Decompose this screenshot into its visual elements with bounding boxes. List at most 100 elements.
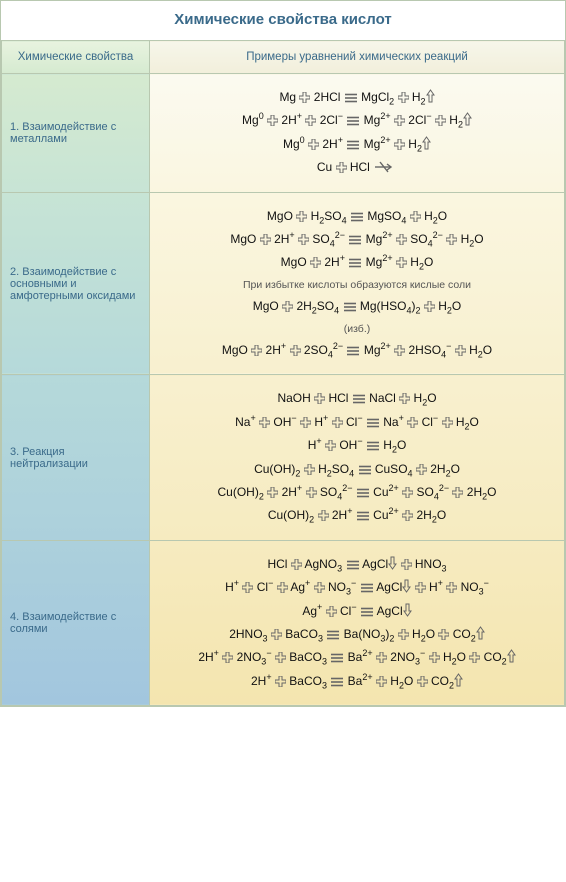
equals-icon — [360, 604, 374, 618]
plus-icon — [271, 627, 282, 641]
header-right: Примеры уравнений химических реакций — [150, 41, 565, 74]
plus-icon — [314, 391, 325, 405]
plus-icon — [305, 113, 316, 127]
chem-term: 2Cl− — [320, 113, 343, 127]
plus-icon — [398, 90, 409, 104]
chem-term: BaCO3 — [289, 674, 327, 688]
equals-icon — [366, 415, 380, 429]
equation-line: Cu(OH)2 2H+ SO42− Cu2+ SO42− 2H2O — [158, 481, 556, 504]
chem-term: Cu2+ — [373, 485, 399, 499]
table-row: 2. Взаимодействие с основными и амфотерн… — [2, 192, 565, 375]
down-arrow-icon — [403, 604, 412, 618]
plus-icon — [398, 627, 409, 641]
chem-term: Mg2+ — [364, 343, 391, 357]
chem-term: 2HNO3 — [229, 627, 267, 641]
equation-line: MgO 2H+ Mg2+ H2O — [158, 251, 556, 274]
plus-icon — [402, 508, 413, 522]
equals-icon — [366, 438, 380, 452]
chem-term: Cl− — [346, 415, 363, 429]
chem-term: H2O — [438, 299, 461, 313]
chem-term: H2SO4 — [318, 462, 354, 476]
chem-term: H2O — [390, 674, 413, 688]
plus-icon — [326, 604, 337, 618]
equation-line: MgO 2H+ SO42− Mg2+ SO42− H2O — [158, 228, 556, 251]
up-arrow-icon — [426, 90, 435, 104]
chem-term: AgNO3 — [304, 557, 342, 571]
plus-icon — [291, 557, 302, 571]
noreact-icon — [373, 160, 397, 174]
chem-term: Cl− — [257, 580, 274, 594]
plus-icon — [222, 650, 233, 664]
chem-term: H2SO4 — [311, 209, 347, 223]
equals-icon — [358, 462, 372, 476]
equation-line: Na+ OH− H+ Cl− Na+ Cl− H2O — [158, 411, 556, 434]
table-row: 4. Взаимодействие с солямиHCl AgNO3 AgCl… — [2, 540, 565, 705]
equals-icon — [348, 255, 362, 269]
plus-icon — [318, 508, 329, 522]
plus-icon — [396, 255, 407, 269]
chem-term: Cu(OH)2 — [254, 462, 300, 476]
equals-icon — [330, 650, 344, 664]
equation-note: При избытке кислоты образуются кислые со… — [158, 275, 556, 295]
equals-icon — [352, 391, 366, 405]
chem-term: SO42− — [320, 485, 353, 499]
chem-term: 2H+ — [332, 508, 353, 522]
chem-term: 2H+ — [322, 137, 343, 151]
plus-icon — [442, 415, 453, 429]
up-arrow-icon — [422, 137, 431, 151]
chem-term: NO3− — [328, 580, 356, 594]
plus-icon — [251, 343, 262, 357]
plus-icon — [394, 113, 405, 127]
plus-icon — [396, 232, 407, 246]
chem-term: 2H+ — [251, 674, 272, 688]
down-arrow-icon — [388, 557, 397, 571]
chem-term: Ag+ — [302, 604, 322, 618]
plus-icon — [401, 557, 412, 571]
plus-icon — [446, 232, 457, 246]
plus-icon — [259, 415, 270, 429]
equals-icon — [348, 232, 362, 246]
chem-term: BaCO3 — [285, 627, 323, 641]
chem-term: HNO3 — [415, 557, 447, 571]
chem-term: Mg(HSO4)2 — [360, 299, 421, 313]
equation-line: MgO H2SO4 MgSO4 H2O — [158, 205, 556, 228]
chem-term: CO2 — [431, 674, 454, 688]
plus-icon — [438, 627, 449, 641]
chem-term: AgCl — [376, 580, 402, 594]
chem-term: MgO — [267, 209, 293, 223]
equals-icon — [350, 209, 364, 223]
plus-icon — [290, 343, 301, 357]
chem-term: NaOH — [277, 391, 310, 405]
equation-line: Mg 2HCl MgCl2 H2 — [158, 86, 556, 109]
chem-term: SO42− — [312, 232, 345, 246]
equals-icon — [356, 508, 370, 522]
chem-term: H2O — [424, 209, 447, 223]
chem-term: MgSO4 — [367, 209, 406, 223]
chem-term: Ba2+ — [348, 674, 373, 688]
chem-term: MgO — [230, 232, 256, 246]
chem-term: H2O — [443, 650, 466, 664]
chem-term: H2O — [414, 391, 437, 405]
chem-term: HCl — [328, 391, 348, 405]
chem-term: Cl− — [340, 604, 357, 618]
chem-term: H2 — [412, 90, 426, 104]
plus-icon — [402, 485, 413, 499]
chem-term: 2NO3− — [237, 650, 272, 664]
plus-icon — [306, 485, 317, 499]
chem-term: CuSO4 — [375, 462, 413, 476]
chem-term: OH− — [273, 415, 296, 429]
chem-term: 2H2O — [416, 508, 446, 522]
chem-term: HCl — [350, 160, 370, 174]
chem-term: H2O — [410, 255, 433, 269]
chem-term: 2H+ — [324, 255, 345, 269]
equals-icon — [346, 113, 360, 127]
plus-icon — [314, 580, 325, 594]
chem-term: Mg0 — [242, 113, 264, 127]
chem-term: H2O — [461, 232, 484, 246]
plus-icon — [410, 209, 421, 223]
chem-term: Mg0 — [283, 137, 305, 151]
chem-term: MgO — [222, 343, 248, 357]
chem-term: CO2 — [453, 627, 476, 641]
equals-icon — [346, 137, 360, 151]
chem-term: H2O — [412, 627, 435, 641]
